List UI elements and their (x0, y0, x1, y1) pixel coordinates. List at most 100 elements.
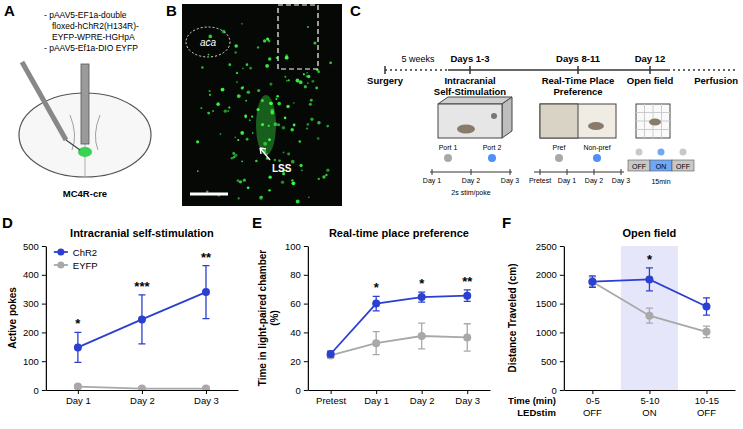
error-bar-cap (589, 287, 596, 288)
optic-fiber (81, 64, 89, 144)
period-label: Day 12 (635, 53, 666, 64)
nose-port (491, 113, 497, 119)
y-tick: 1000 (536, 327, 564, 338)
error-bar (418, 292, 425, 302)
cell-speckle (306, 128, 308, 130)
cell-speckle (247, 186, 250, 189)
y-tick: 200 (23, 327, 46, 338)
cell-speckle (317, 121, 321, 125)
arena-grid (661, 104, 662, 138)
chart-title: Open field (623, 227, 677, 239)
error-bar-cap (464, 301, 471, 302)
y-tick-label: 20 (290, 356, 301, 367)
cell-speckle (281, 181, 284, 184)
cell-speckle (242, 86, 244, 88)
legend-label: ChR2 (73, 247, 97, 258)
y-tick-label: 0 (552, 385, 557, 396)
cell-speckle (257, 46, 259, 48)
label-line: Open field (627, 75, 674, 86)
y-axis-title: Active pokes (7, 287, 18, 349)
cell-speckle (303, 73, 305, 75)
x-tick-sublabel: ON (642, 407, 656, 418)
cell-speckle (277, 123, 280, 126)
cell-speckle (255, 160, 258, 163)
y-tick: 2000 (536, 269, 564, 280)
x-tick: Day 1 (364, 390, 389, 406)
micrograph (182, 4, 342, 206)
stim-label: 2s stim/poke (451, 189, 490, 197)
cell-speckle (246, 138, 249, 141)
y-tick: 400 (23, 269, 46, 280)
timeline-dotted (668, 69, 736, 71)
cell-speckle (310, 118, 313, 121)
y-tick-label: 0 (34, 385, 39, 396)
y-tick-mark (304, 361, 308, 362)
cell-speckle (236, 72, 238, 74)
y-tick-mark (304, 390, 308, 391)
y-tick-label: 200 (23, 327, 39, 338)
x-tick-label: Day 2 (130, 395, 155, 406)
panel-c: C5 weeksDays 1-3Days 8-11Day 12SurgeryIn… (350, 2, 738, 197)
cell-speckle (197, 170, 199, 172)
data-point (138, 385, 146, 390)
y-tick: 80 (290, 269, 308, 280)
data-point (702, 328, 710, 336)
panel-letter: D (2, 214, 13, 231)
figure: A- pAAV5-EF1a-doublefloxed-hChR2(H134R)-… (0, 0, 743, 429)
cell-speckle (284, 117, 287, 120)
cell-speckle (239, 180, 242, 183)
y-tick-mark (42, 275, 46, 276)
cell-speckle (291, 179, 293, 181)
x-tick-label: Day 1 (364, 395, 389, 406)
data-point (645, 275, 653, 283)
cell-speckle (278, 160, 281, 163)
mouse (457, 125, 475, 134)
error-bar-cap (418, 348, 425, 349)
cell-speckle (234, 44, 238, 48)
y-tick-mark (560, 361, 564, 362)
port-label: Port 1 (439, 144, 458, 151)
stage-label: Perfusion (694, 75, 738, 86)
chart-title: Intracranial self-stimulation (70, 227, 214, 239)
cell-speckle (276, 95, 278, 97)
cell-speckle (313, 41, 316, 44)
phase-segment (650, 160, 672, 171)
panel-letter: C (350, 2, 361, 19)
cell-speckle (252, 132, 254, 134)
cell-speckle (291, 160, 295, 164)
mouse (588, 122, 604, 130)
x-tick: 5-10 (640, 390, 659, 406)
cell-speckle (201, 66, 204, 69)
y-tick-mark (560, 275, 564, 276)
phase-segment (672, 160, 694, 171)
legend-marker (57, 262, 64, 269)
y-axis-title: Distance Traveled (cm) (507, 264, 518, 373)
chart-panel: FOpen fieldDistance Traveled (cm)0500100… (502, 214, 736, 418)
cell-speckle (282, 126, 286, 130)
cell-speckle (268, 189, 270, 191)
side-label: Pref (553, 144, 566, 151)
label-line: Surgery (367, 75, 404, 86)
cell-speckle (299, 140, 301, 142)
cell-speckle (293, 124, 296, 127)
y-tick-label: 1000 (536, 327, 557, 338)
x-tick-mark (376, 390, 377, 394)
y-axis-title: Time in light-paired chamber(%) (257, 250, 280, 387)
error-bar-cap (646, 323, 653, 324)
light-bulb (636, 149, 643, 156)
data-point (645, 312, 653, 320)
x-tick-label: Day 2 (410, 395, 435, 406)
panel-letter: A (4, 2, 15, 19)
y-axis-line (564, 247, 565, 391)
panel-letter: B (166, 2, 177, 19)
cell-speckle (242, 68, 244, 70)
error-bar-cap (418, 302, 425, 303)
y-tick: 0 (552, 385, 564, 396)
x-tick-mark (142, 390, 143, 394)
cell-speckle (241, 160, 243, 162)
y-axis-line (308, 247, 309, 391)
mini-tick (567, 169, 568, 175)
label-line: Real-Time Place (542, 75, 615, 86)
cell-speckle (240, 131, 244, 135)
mini-tick (471, 169, 472, 175)
